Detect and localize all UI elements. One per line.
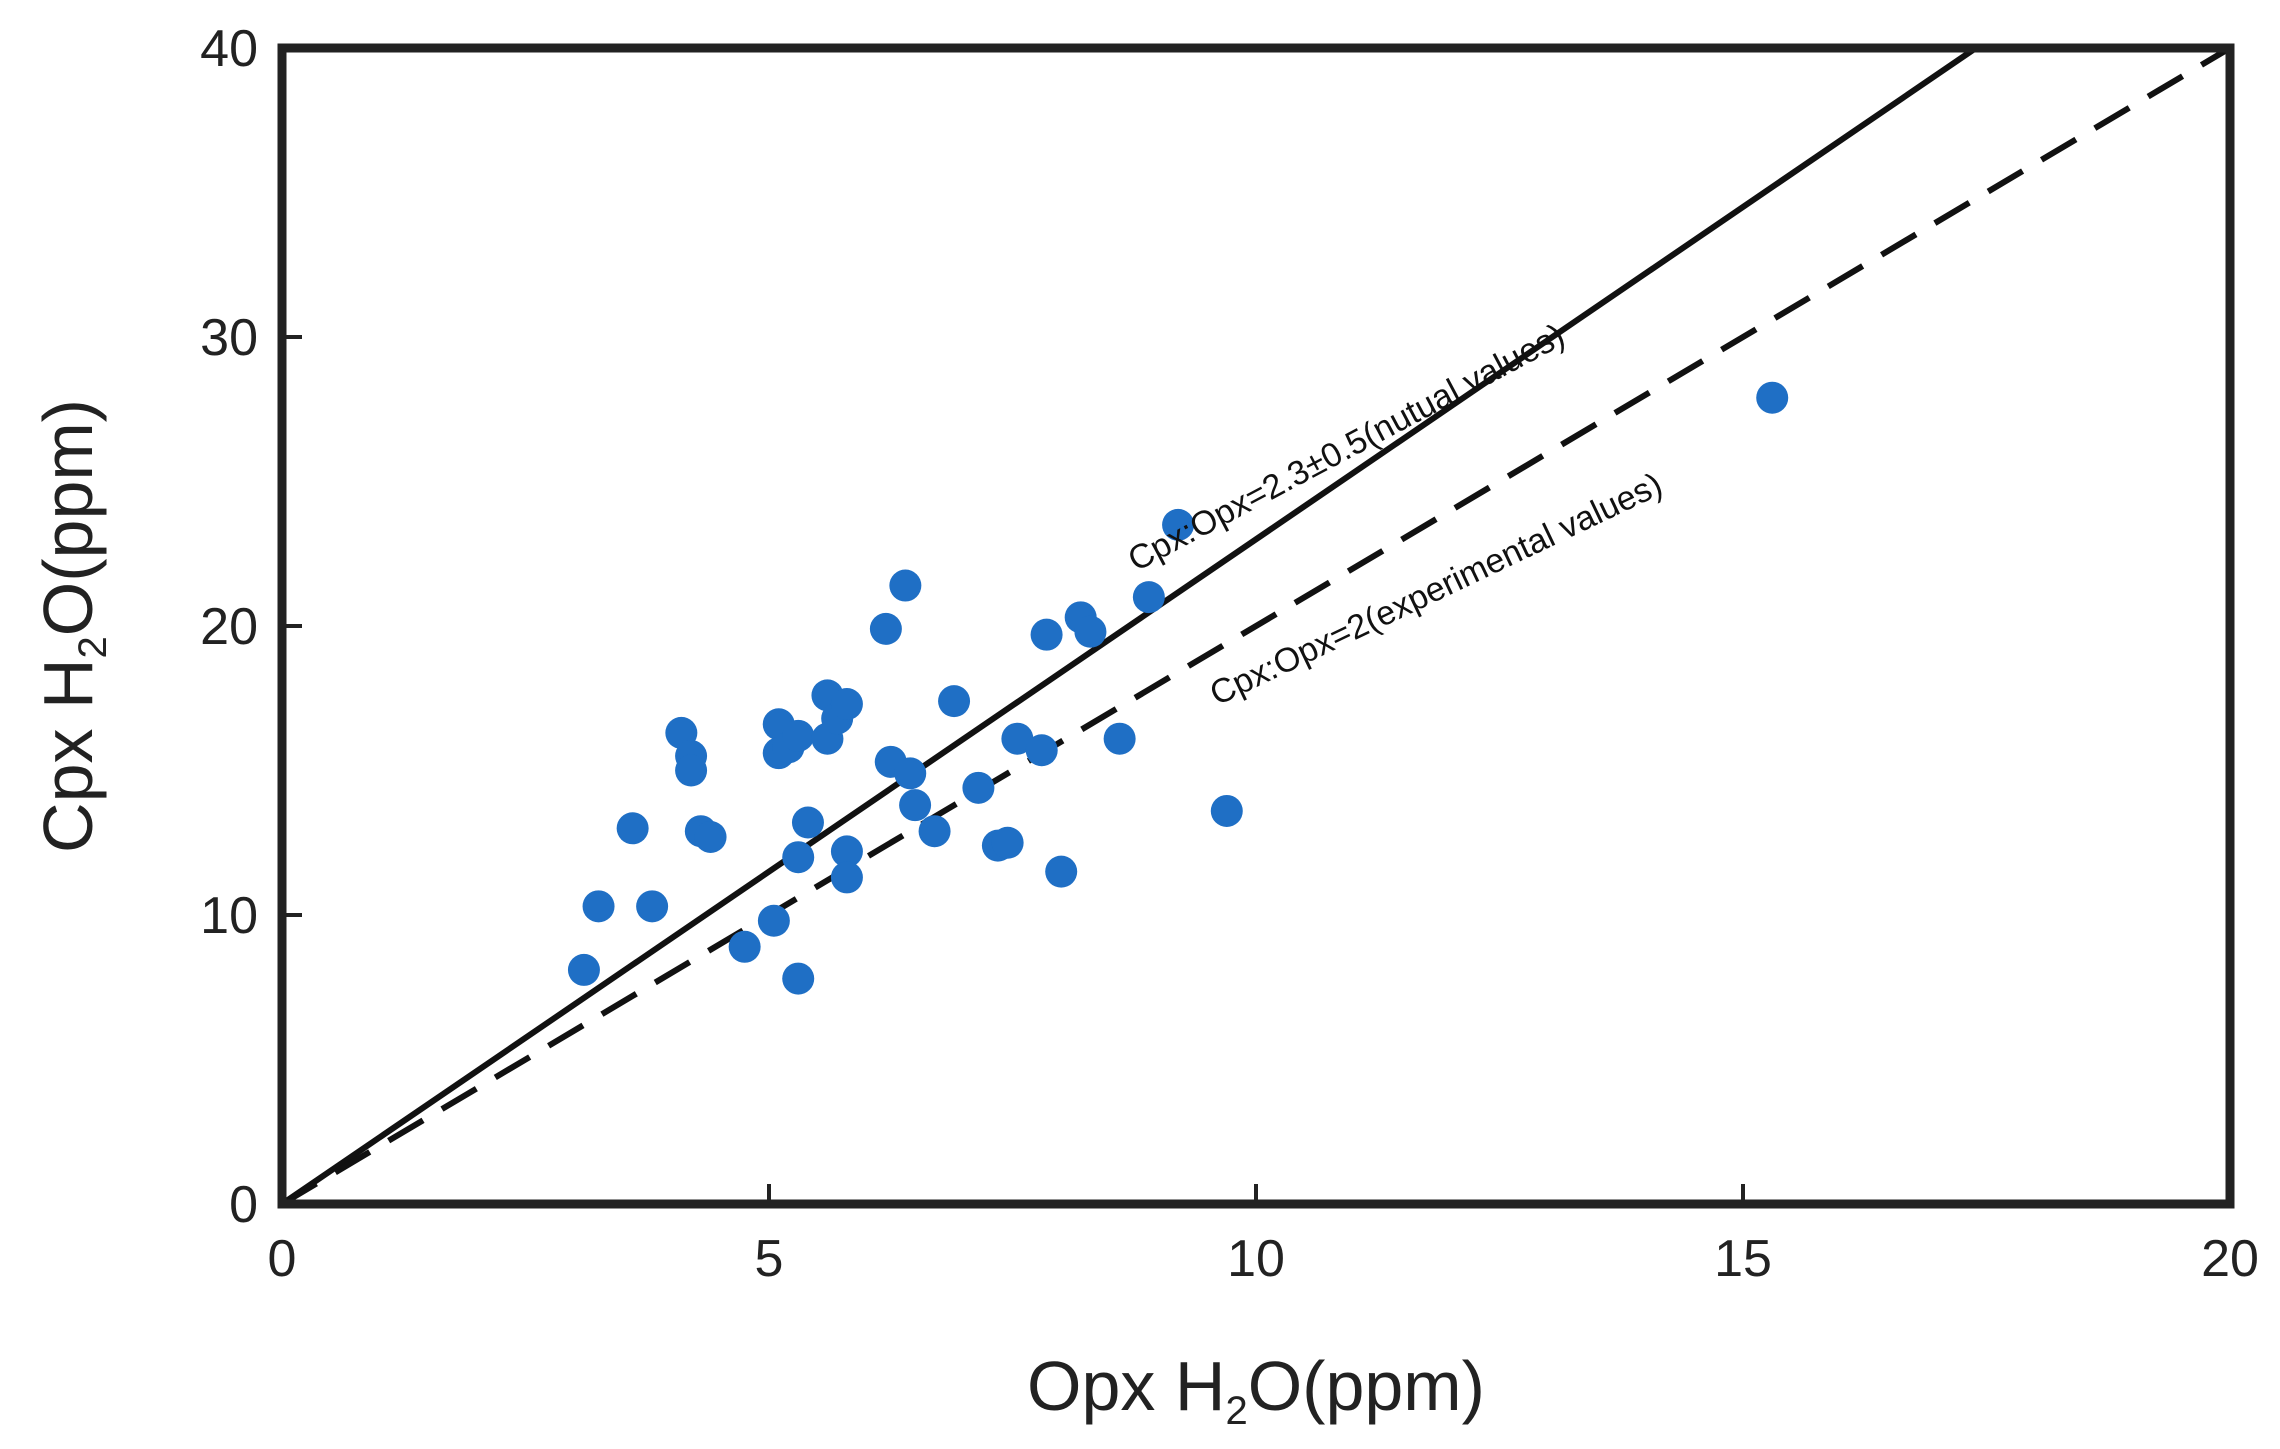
data-point — [567, 953, 600, 986]
data-point — [991, 826, 1024, 859]
data-point — [1210, 794, 1243, 827]
y-tick-label: 30 — [200, 309, 258, 367]
data-point — [938, 685, 971, 718]
data-point — [782, 841, 815, 874]
data-point — [757, 904, 790, 937]
x-tick-label: 10 — [1227, 1230, 1285, 1288]
data-point — [889, 569, 922, 602]
data-point — [728, 930, 761, 963]
data-point — [616, 812, 649, 845]
data-point — [830, 688, 863, 721]
data-point — [1030, 618, 1063, 651]
data-point — [782, 719, 815, 752]
natural-ratio-line — [280, 45, 1978, 1207]
data-point — [1162, 508, 1195, 541]
x-tick-label: 5 — [755, 1230, 784, 1288]
axis-ticks: 0 5 10 15 20 0 10 20 30 40 — [200, 20, 2259, 1288]
y-axis-title: Cpx H2O(ppm) — [29, 399, 115, 853]
plot-frame — [277, 43, 2235, 1209]
data-point — [830, 835, 863, 868]
data-point — [1074, 615, 1107, 648]
data-point — [791, 806, 824, 839]
data-point — [830, 861, 863, 894]
y-tick-label: 40 — [200, 20, 258, 78]
data-point — [1132, 581, 1165, 614]
data-point — [694, 820, 727, 853]
x-axis-title: Opx H2O(ppm) — [1027, 1347, 1485, 1433]
data-point — [582, 890, 615, 923]
data-point — [962, 771, 995, 804]
data-point — [1025, 734, 1058, 767]
data-points — [567, 381, 1789, 995]
data-point — [899, 789, 932, 822]
data-point — [1045, 855, 1078, 888]
x-tick-label: 0 — [268, 1230, 297, 1288]
data-point — [636, 890, 669, 923]
y-tick-label: 0 — [229, 1176, 258, 1234]
experimental-ratio-line — [280, 45, 2232, 1207]
data-point — [675, 754, 708, 787]
data-point — [894, 757, 927, 790]
y-tick-label: 20 — [200, 598, 258, 656]
data-point — [1001, 722, 1034, 755]
y-tick-label: 10 — [200, 887, 258, 945]
data-point — [1756, 381, 1789, 414]
data-point — [918, 815, 951, 848]
ratio-lines — [280, 45, 2232, 1207]
x-tick-label: 20 — [2201, 1230, 2259, 1288]
data-point — [869, 612, 902, 645]
x-tick-label: 15 — [1714, 1230, 1772, 1288]
data-point — [782, 962, 815, 995]
data-point — [1103, 722, 1136, 755]
